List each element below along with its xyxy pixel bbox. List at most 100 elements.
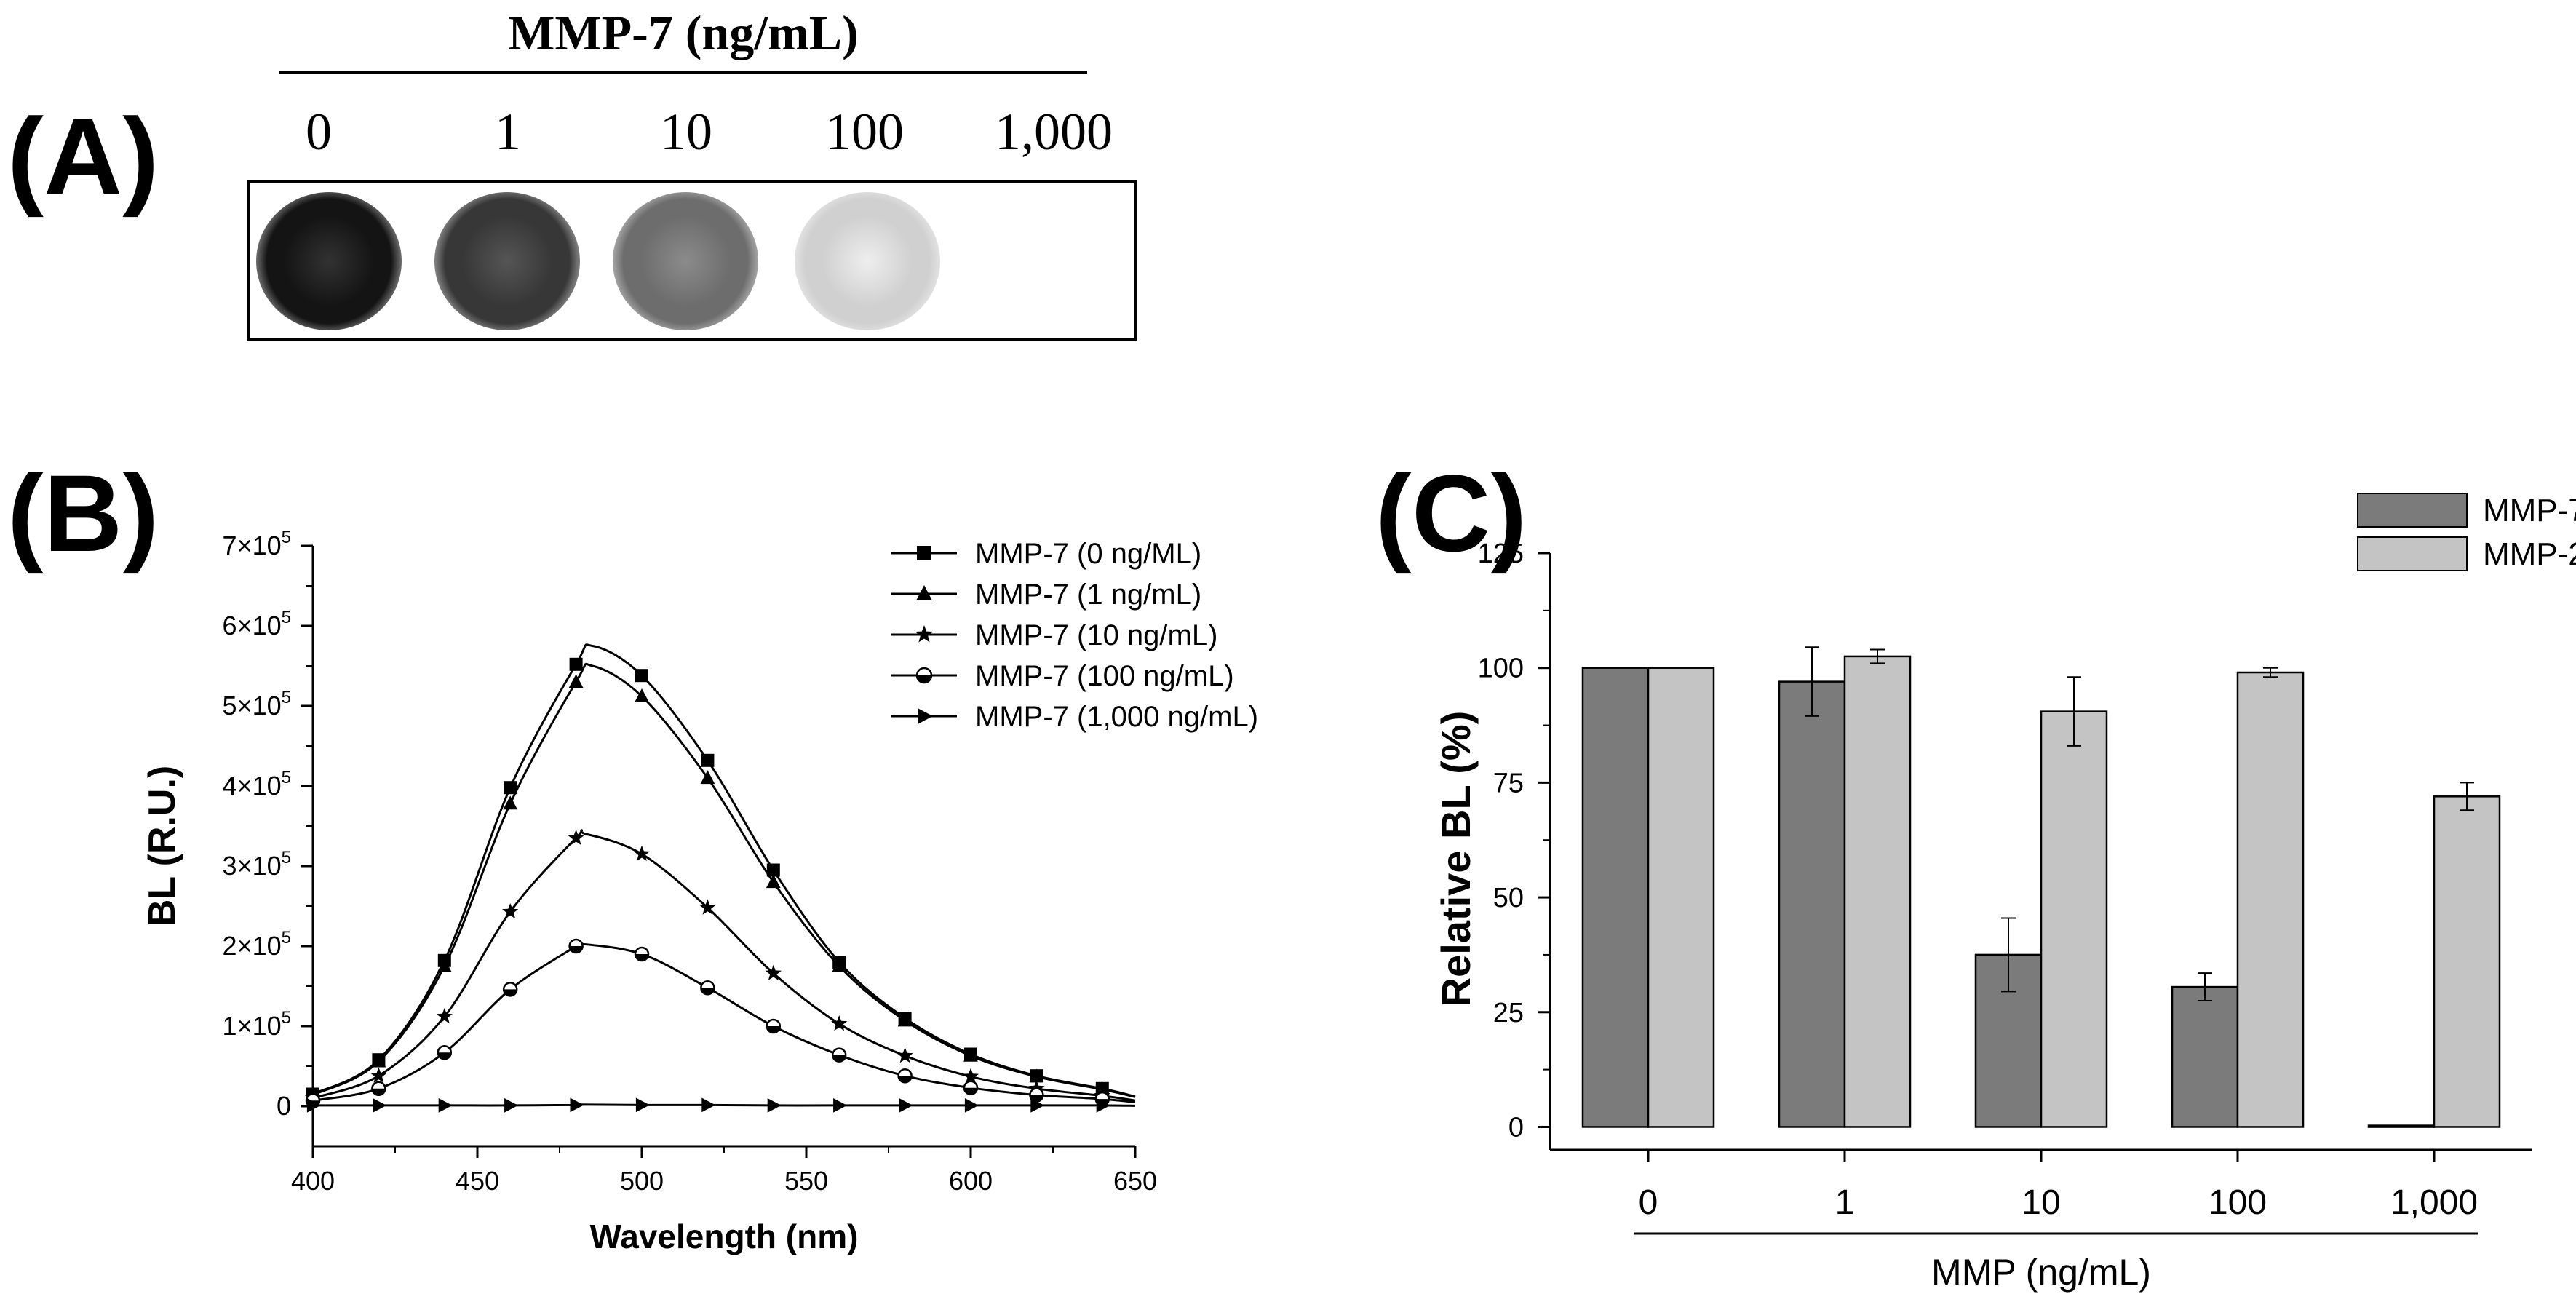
- blot-conc-label: 1,000: [995, 103, 1113, 161]
- data-point: [963, 1080, 979, 1095]
- data-point-fill: [635, 954, 648, 961]
- data-point: [897, 1068, 913, 1084]
- x-tick-label: 1: [1835, 1183, 1855, 1222]
- blot-dot: [977, 192, 1122, 330]
- data-point: [964, 1098, 979, 1113]
- blot-dot: [256, 192, 402, 330]
- data-point: [502, 982, 518, 997]
- data-point: [568, 938, 584, 954]
- legend-item: MMP-7: [2357, 493, 2576, 528]
- data-point: [833, 1098, 847, 1113]
- data-point: [634, 946, 650, 962]
- data-point: [700, 770, 715, 785]
- y-tick-label: 3×105: [223, 848, 291, 881]
- data-point: [766, 874, 781, 889]
- bar-mmp-2: [2433, 795, 2501, 1128]
- y-tick-label: 4×105: [223, 768, 291, 801]
- emission-spectra-chart: 0 1×105 2×105 3×105 4×105 5×105 6×105 7×105 400 4…: [141, 528, 1258, 1255]
- legend-label: MMP-2: [2483, 536, 2576, 572]
- legend-swatch: [2357, 493, 2468, 528]
- data-point: [699, 899, 716, 915]
- blot-conc-label: 1: [495, 103, 521, 161]
- data-point: [963, 1047, 978, 1062]
- legend-label: MMP-7 (10 ng/mL): [975, 619, 1217, 651]
- legend-item: MMP-7 (100 ng/mL): [891, 660, 1234, 692]
- bar-mmp-2: [2236, 671, 2305, 1128]
- series-line: [312, 829, 1136, 1102]
- x-tick-label: 0: [1639, 1183, 1658, 1222]
- blot-conc-label: 0: [306, 103, 332, 161]
- data-point-fill: [569, 946, 583, 953]
- data-point: [635, 669, 648, 683]
- y-tick-exponent: 5: [282, 768, 291, 787]
- data-point: [766, 863, 780, 877]
- y-tick-label: 6×105: [223, 608, 291, 640]
- data-point: [370, 1067, 387, 1083]
- data-point: [1096, 1098, 1110, 1113]
- x-tick-label: 400: [291, 1166, 335, 1196]
- x-axis-title: MMP (ng/mL): [1931, 1252, 2151, 1293]
- data-point: [438, 1098, 453, 1113]
- y-tick-exponent: 5: [282, 928, 291, 948]
- x-tick-label: 1,000: [2390, 1183, 2478, 1222]
- data-point: [569, 657, 583, 671]
- relative-bl-bar-chart: 0 25 50 75 100 125 0 1 10 100 1,000 MMP-7 MMP-2 Rel…: [1433, 493, 2576, 1293]
- data-point: [635, 1097, 650, 1113]
- legend-item: MMP-7 (10 ng/mL): [891, 619, 1217, 651]
- y-tick-label: 125: [1478, 539, 1524, 569]
- data-point: [962, 1068, 979, 1084]
- x-tick-label: 550: [784, 1166, 828, 1196]
- data-point: [436, 1008, 453, 1024]
- x-tick-label: 450: [456, 1166, 499, 1196]
- data-point: [502, 903, 519, 919]
- legend-item: MMP-7 (1,000 ng/mL): [891, 701, 1258, 733]
- blot-dot: [434, 192, 580, 330]
- legend-label: MMP-7 (0 ng/ML): [975, 538, 1201, 570]
- data-point: [832, 958, 847, 972]
- data-point: [918, 708, 933, 724]
- data-point: [897, 1047, 913, 1063]
- y-tick-label: 0: [277, 1091, 291, 1121]
- y-axis-title: Relative BL (%): [1433, 711, 1479, 1007]
- y-tick-label: 1×105: [223, 1008, 291, 1041]
- dot-blot-image: [247, 180, 1137, 341]
- data-point: [897, 1012, 913, 1027]
- data-point: [371, 1081, 386, 1097]
- data-point: [831, 1047, 847, 1063]
- data-point: [437, 1045, 453, 1060]
- bar-mmp-2: [1843, 655, 1912, 1128]
- x-tick-label: 600: [949, 1166, 993, 1196]
- x-axis-title: Wavelength (nm): [590, 1218, 859, 1255]
- data-point: [701, 753, 715, 767]
- data-point: [568, 829, 584, 845]
- y-tick-exponent: 5: [282, 528, 291, 547]
- bar-mmp-7: [1778, 680, 1846, 1128]
- bar-mmp-7: [2171, 985, 2239, 1128]
- data-point-fill: [701, 988, 715, 995]
- series-1: [306, 662, 1136, 1101]
- legend-label: MMP-7 (1,000 ng/mL): [975, 701, 1258, 733]
- legend-label: MMP-7 (1 ng/mL): [975, 579, 1201, 611]
- panel-a-label: (A): [7, 95, 159, 218]
- data-point-fill: [917, 675, 931, 683]
- y-tick-label: 75: [1493, 768, 1524, 798]
- data-point: [371, 1053, 386, 1068]
- bar-mmp-7: [2367, 1124, 2436, 1128]
- legend-item: MMP-7 (1 ng/mL): [891, 579, 1201, 611]
- data-point: [917, 546, 931, 560]
- series-line: [313, 1103, 1136, 1107]
- y-tick-label: 50: [1493, 883, 1524, 913]
- data-point: [635, 688, 649, 702]
- y-tick-label: 7×105: [223, 528, 291, 560]
- bar-mmp-2: [1647, 667, 1715, 1128]
- blot-dot: [795, 192, 940, 330]
- data-point: [504, 1098, 518, 1113]
- series-line: [312, 643, 1136, 1098]
- data-point: [570, 1097, 584, 1113]
- blot-conc-label: 10: [660, 103, 712, 161]
- data-point: [504, 781, 517, 795]
- data-point: [899, 1098, 913, 1113]
- legend-label: MMP-7 (100 ng/mL): [975, 660, 1234, 692]
- legend-item: MMP-2: [2357, 536, 2576, 572]
- data-point: [1029, 1068, 1044, 1083]
